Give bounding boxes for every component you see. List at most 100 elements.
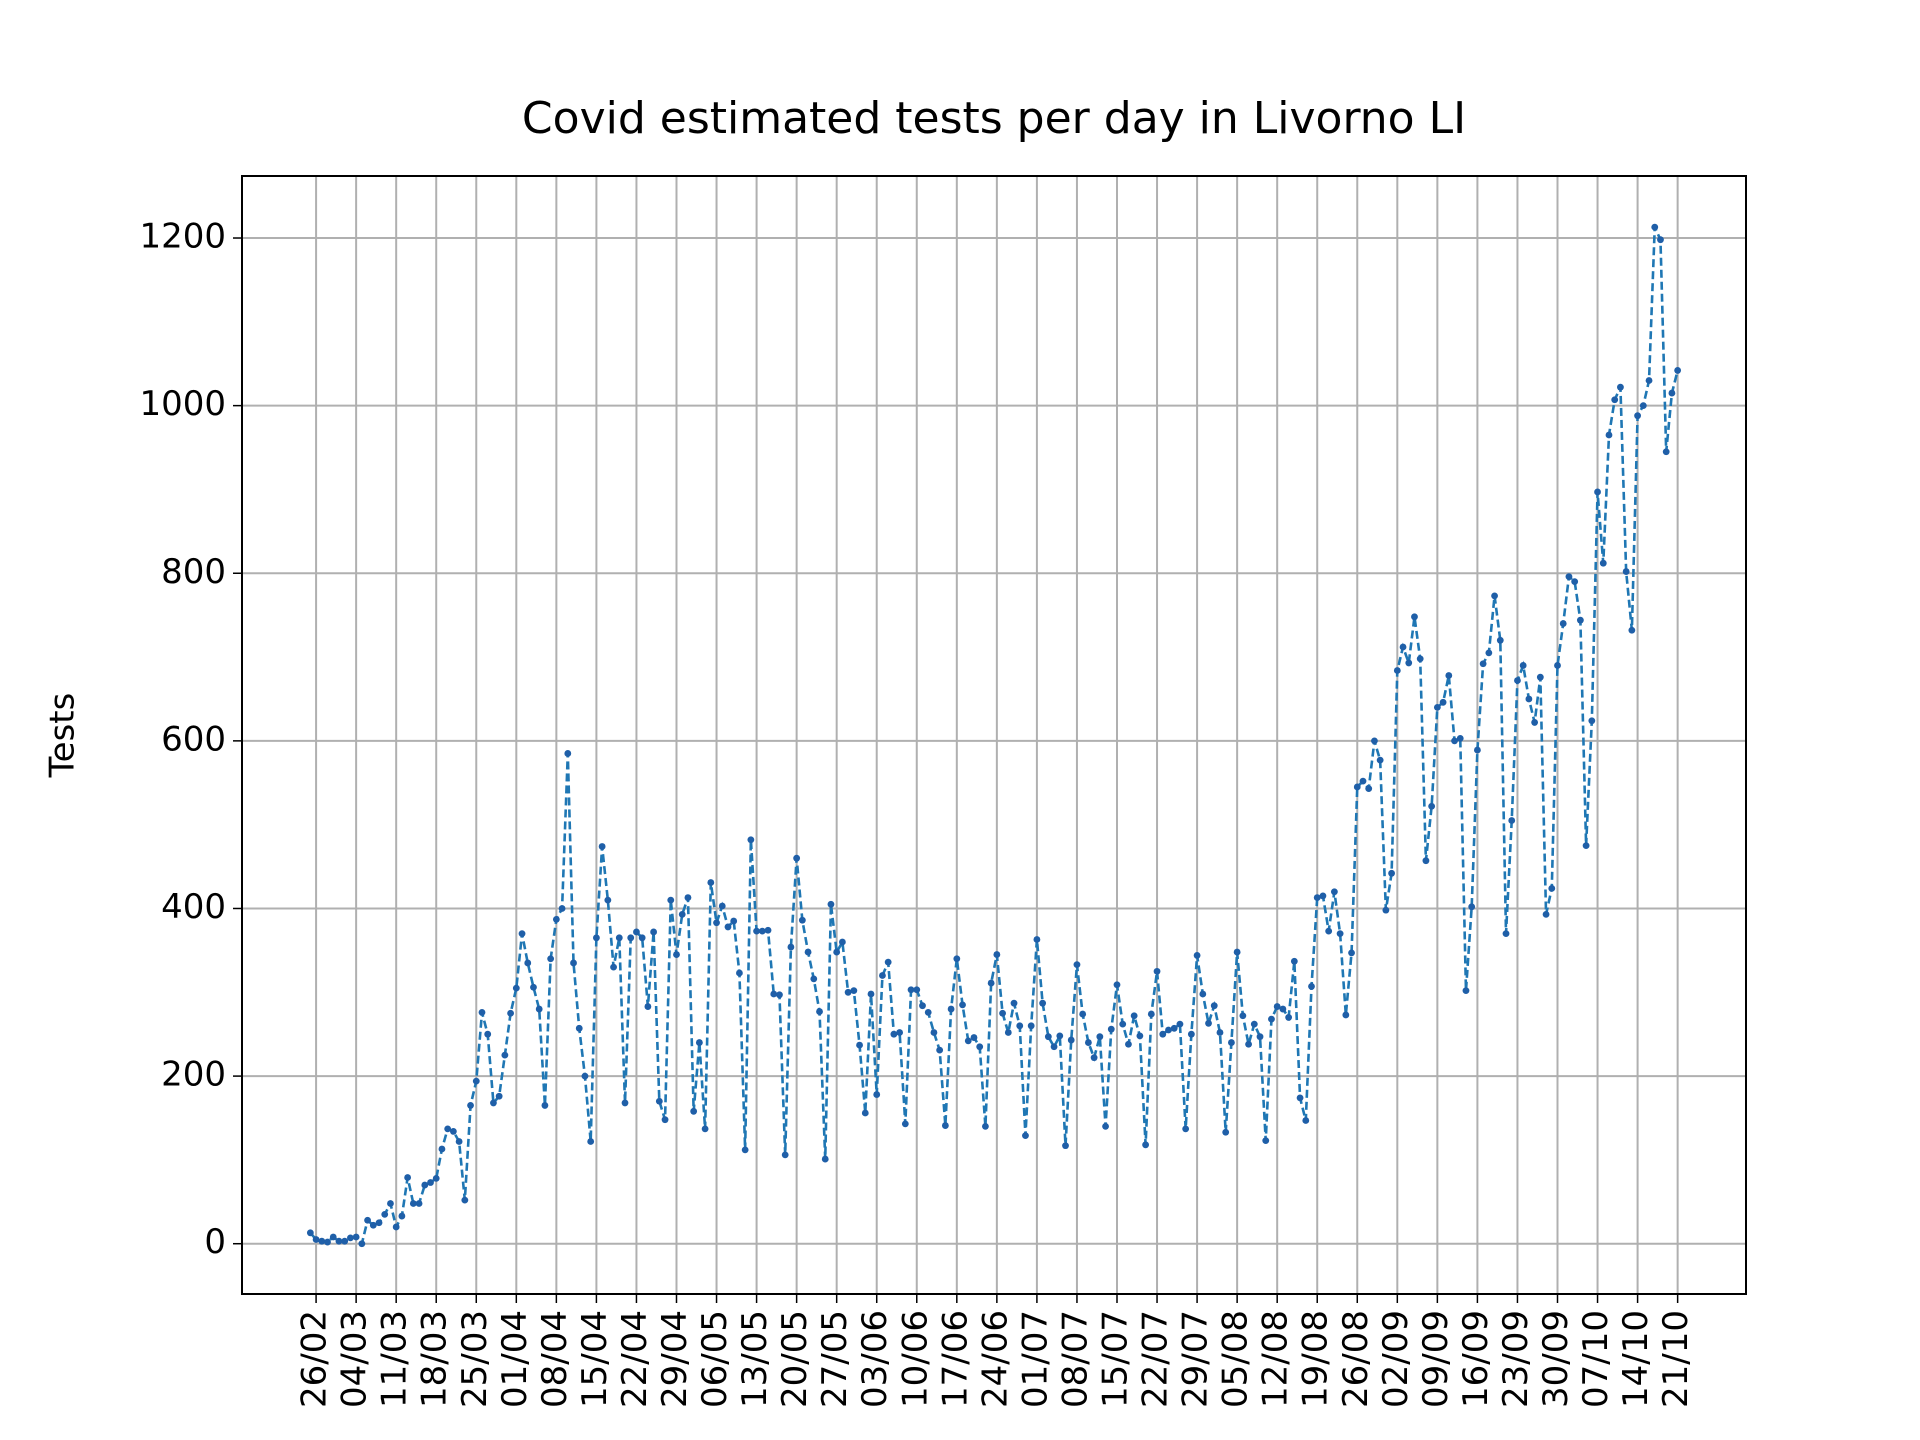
data-point xyxy=(1290,957,1298,965)
data-point xyxy=(1268,1015,1275,1023)
data-point xyxy=(1153,967,1161,975)
x-tick-label: 29/07 xyxy=(1176,1310,1216,1408)
x-tick-label: 19/08 xyxy=(1296,1310,1336,1408)
data-point xyxy=(804,948,812,956)
data-point xyxy=(1576,616,1584,624)
data-point xyxy=(1588,717,1596,725)
data-point xyxy=(1451,737,1458,745)
data-point xyxy=(1256,1033,1264,1041)
data-point xyxy=(455,1138,463,1145)
x-tick-label: 14/10 xyxy=(1616,1310,1656,1408)
data-point xyxy=(1491,592,1498,600)
data-point xyxy=(850,987,858,995)
data-point xyxy=(901,1120,909,1128)
y-tick-label: 800 xyxy=(161,552,226,592)
y-tick-label: 600 xyxy=(161,719,226,759)
data-point xyxy=(890,1030,898,1038)
data-point xyxy=(1599,559,1607,567)
y-tick-label: 1000 xyxy=(139,384,226,424)
data-point xyxy=(507,1009,514,1017)
data-point xyxy=(976,1043,984,1051)
data-point xyxy=(1639,402,1647,410)
data-point xyxy=(1079,1010,1087,1018)
data-point xyxy=(673,951,680,958)
data-point xyxy=(941,1122,949,1129)
data-point xyxy=(1004,1029,1012,1036)
x-tick-label: 27/05 xyxy=(815,1310,855,1408)
x-tick-label: 05/08 xyxy=(1216,1310,1256,1408)
data-point xyxy=(1565,573,1573,581)
data-point xyxy=(884,958,892,966)
data-point xyxy=(638,934,646,942)
data-point xyxy=(518,930,526,938)
data-point xyxy=(1016,1022,1024,1030)
data-point xyxy=(1594,488,1601,496)
data-point xyxy=(1474,746,1481,754)
data-point xyxy=(472,1077,480,1085)
data-point xyxy=(1582,842,1590,850)
x-tick-label: 22/04 xyxy=(615,1310,655,1408)
data-point xyxy=(827,900,835,908)
data-point xyxy=(758,927,766,935)
data-point xyxy=(1330,888,1338,896)
x-tick-label: 02/09 xyxy=(1376,1310,1416,1408)
data-point xyxy=(1285,1014,1293,1021)
x-tick-label: 13/05 xyxy=(735,1310,775,1408)
data-point xyxy=(1136,1032,1144,1040)
data-point xyxy=(438,1145,446,1153)
data-point xyxy=(695,1039,703,1046)
data-point xyxy=(1657,236,1664,244)
data-line xyxy=(309,226,1679,1247)
data-point xyxy=(461,1196,469,1204)
data-point xyxy=(484,1030,492,1038)
data-point xyxy=(1205,1019,1212,1027)
data-point xyxy=(1130,1012,1138,1020)
data-point xyxy=(999,1009,1006,1017)
data-point xyxy=(1462,987,1470,995)
data-point xyxy=(741,1146,749,1154)
x-tick-label: 16/09 xyxy=(1456,1310,1496,1408)
data-point xyxy=(1348,949,1355,957)
data-point xyxy=(598,843,606,850)
data-point xyxy=(844,988,852,996)
data-point xyxy=(1388,869,1395,877)
data-point xyxy=(816,1008,823,1015)
data-point xyxy=(409,1200,417,1207)
data-point xyxy=(970,1034,978,1041)
data-point xyxy=(896,1029,904,1036)
x-tick-label: 08/07 xyxy=(1055,1310,1095,1408)
data-point xyxy=(1033,936,1041,943)
data-point xyxy=(1073,961,1081,969)
data-point xyxy=(1485,649,1493,657)
x-tick-label: 09/09 xyxy=(1416,1310,1456,1408)
data-point xyxy=(575,1024,583,1032)
data-point xyxy=(650,928,658,936)
data-point xyxy=(1027,1022,1035,1030)
data-point xyxy=(1102,1122,1109,1130)
data-point xyxy=(1342,1011,1350,1019)
data-point xyxy=(1468,903,1476,911)
data-point xyxy=(1571,578,1579,586)
data-point xyxy=(1605,431,1613,439)
data-point xyxy=(1525,695,1533,703)
data-point xyxy=(1668,389,1676,397)
data-point xyxy=(959,1001,966,1009)
x-tick-label: 29/04 xyxy=(655,1310,695,1408)
data-point xyxy=(730,917,738,925)
data-point xyxy=(1319,892,1327,900)
data-point xyxy=(478,1009,486,1016)
data-point xyxy=(570,959,577,967)
data-point xyxy=(1199,990,1207,998)
data-point xyxy=(684,894,692,901)
data-point xyxy=(993,951,1001,958)
data-point xyxy=(810,975,818,983)
x-tick-label: 24/06 xyxy=(975,1310,1015,1408)
data-point xyxy=(329,1233,337,1241)
data-point xyxy=(718,902,726,910)
data-point xyxy=(1279,1005,1287,1013)
data-point xyxy=(1645,377,1653,384)
data-point xyxy=(381,1210,389,1218)
data-point xyxy=(587,1138,595,1145)
x-tick-label: 25/03 xyxy=(455,1310,495,1408)
chart-title: Covid estimated tests per day in Livorno… xyxy=(522,93,1466,144)
